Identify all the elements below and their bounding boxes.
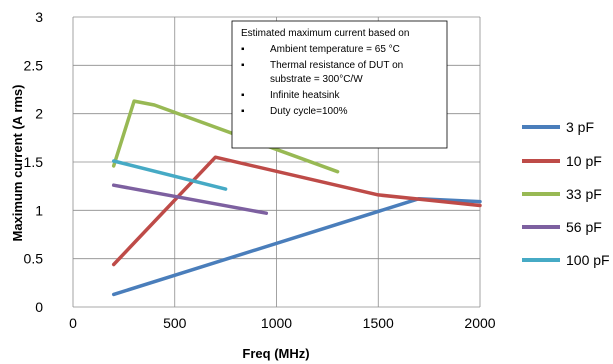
annotation-bullet-icon: ▪: [241, 60, 245, 71]
annotation-box: Estimated maximum current based on ▪ Ambie…: [231, 20, 448, 149]
y-tick-label: 0: [35, 299, 43, 315]
series-line-56-pf: [111, 183, 269, 215]
legend-label: 3 pF: [566, 119, 594, 135]
annotation-lines: Estimated maximum current based on ▪ Ambie…: [241, 28, 409, 117]
annotation-bullet-icon: ▪: [241, 90, 245, 101]
annotation-line: Duty cycle=100%: [270, 106, 348, 117]
x-tick-label: 500: [163, 315, 187, 331]
legend-label: 10 pF: [566, 153, 602, 169]
annotation-bullet-icon: ▪: [241, 106, 245, 117]
y-tick-label: 1: [35, 202, 43, 218]
x-axis-title: Freq (MHz): [242, 346, 309, 361]
y-tick-label: 0.5: [24, 251, 44, 267]
legend-label: 33 pF: [566, 186, 602, 202]
y-tick-label: 2.5: [24, 57, 44, 73]
annotation-heading: Estimated maximum current based on: [241, 28, 409, 39]
y-tick-label: 3: [35, 9, 43, 25]
x-tick-label: 1500: [363, 315, 394, 331]
x-tick-label: 2000: [464, 315, 495, 331]
series-line-10-pf: [111, 155, 482, 267]
legend-label: 56 pF: [566, 219, 602, 235]
series-line-3-pf: [111, 196, 482, 297]
annotation-line: Ambient temperature = 65 °C: [270, 44, 400, 55]
legend: 3 pF 10 pF 33 pF 56 pF 100 pF: [522, 119, 610, 268]
series-line-100-pf: [111, 159, 228, 191]
annotation-line: Infinite heatsink: [270, 90, 340, 101]
x-tick-label: 1000: [261, 315, 292, 331]
legend-label: 100 pF: [566, 252, 610, 268]
y-tick-label: 2: [35, 106, 43, 122]
y-tick-label: 1.5: [24, 154, 44, 170]
annotation-bullet-icon: ▪: [241, 44, 245, 55]
tick-labels: 0 500 1000 1500 2000 0 0.5 1 1.5 2 2.5 3: [24, 9, 496, 331]
x-tick-label: 0: [69, 315, 77, 331]
annotation-line: substrate = 300°C/W: [270, 74, 363, 85]
y-axis-title: Maximum current (A rms): [10, 85, 25, 242]
annotation-frame: [231, 20, 448, 149]
annotation-line: Thermal resistance of DUT on: [270, 60, 403, 71]
